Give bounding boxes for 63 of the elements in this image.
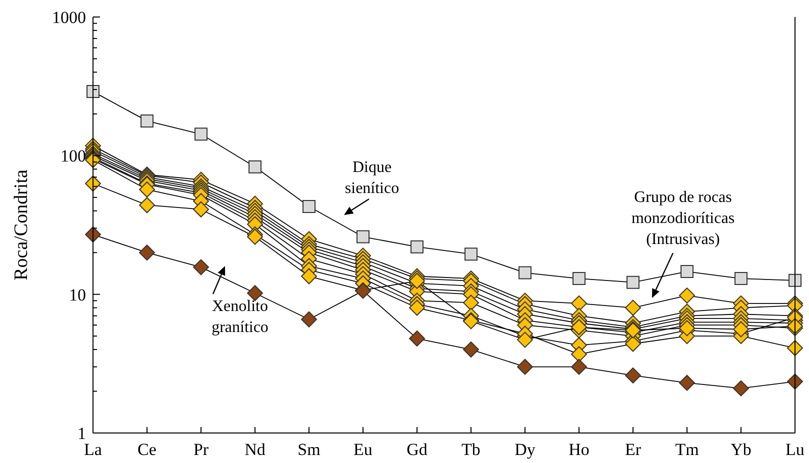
y-tick-label: 1000 xyxy=(52,8,86,27)
point xyxy=(679,374,695,391)
point xyxy=(464,248,478,261)
point xyxy=(302,200,316,213)
x-tick-label: Tb xyxy=(462,440,480,459)
point xyxy=(85,175,101,192)
point xyxy=(517,358,533,375)
x-tick-label: Eu xyxy=(354,440,373,459)
point xyxy=(733,380,749,396)
point xyxy=(301,311,317,328)
y-tick-label: 10 xyxy=(69,285,86,304)
point xyxy=(248,160,262,174)
point xyxy=(571,346,587,362)
point xyxy=(301,268,317,284)
y-tick-label: 1 xyxy=(78,424,86,443)
y-tick-label: 100 xyxy=(60,146,86,166)
point xyxy=(571,358,587,375)
point xyxy=(139,244,155,261)
x-tick-label: Lu xyxy=(786,440,805,459)
point xyxy=(409,300,425,316)
y-axis-title: Roca/Condrita xyxy=(11,169,32,280)
point xyxy=(625,367,641,384)
point xyxy=(517,332,533,348)
point xyxy=(194,128,208,141)
point xyxy=(139,182,155,198)
x-tick-label: Sm xyxy=(298,440,320,459)
x-tick-label: La xyxy=(84,440,102,459)
x-tick-label: Gd xyxy=(406,440,428,459)
point xyxy=(463,342,479,358)
point xyxy=(734,272,748,286)
x-tick-label: Er xyxy=(624,440,642,459)
point xyxy=(787,340,803,356)
annotation: Grupo de rocas monzodioríticas (Intrusivas) xyxy=(631,189,735,248)
point xyxy=(463,294,479,311)
point xyxy=(572,272,586,286)
x-tick-label: Yb xyxy=(730,440,752,459)
x-tick-label: Ho xyxy=(568,440,590,459)
point xyxy=(85,226,101,243)
point xyxy=(409,330,425,347)
point xyxy=(679,320,695,336)
point xyxy=(193,201,209,218)
x-tick-label: Ce xyxy=(138,440,156,459)
point xyxy=(86,85,100,98)
point xyxy=(139,197,155,214)
point xyxy=(140,114,154,128)
x-tick-label: Pr xyxy=(193,440,209,459)
point xyxy=(571,295,587,312)
x-tick-label: Nd xyxy=(244,440,266,459)
point xyxy=(356,230,370,244)
point xyxy=(625,300,641,316)
point xyxy=(193,259,209,276)
x-tick-label: Tm xyxy=(675,440,699,459)
point xyxy=(788,274,802,287)
annotation: Xenolito granítico xyxy=(212,298,268,336)
point xyxy=(518,266,532,280)
point xyxy=(410,240,424,254)
point xyxy=(626,276,640,289)
annotation: Dique sienítico xyxy=(344,159,400,197)
x-tick-label: Dy xyxy=(514,440,536,459)
point xyxy=(680,265,694,278)
point xyxy=(733,321,749,338)
point xyxy=(787,374,803,390)
point xyxy=(679,288,695,304)
